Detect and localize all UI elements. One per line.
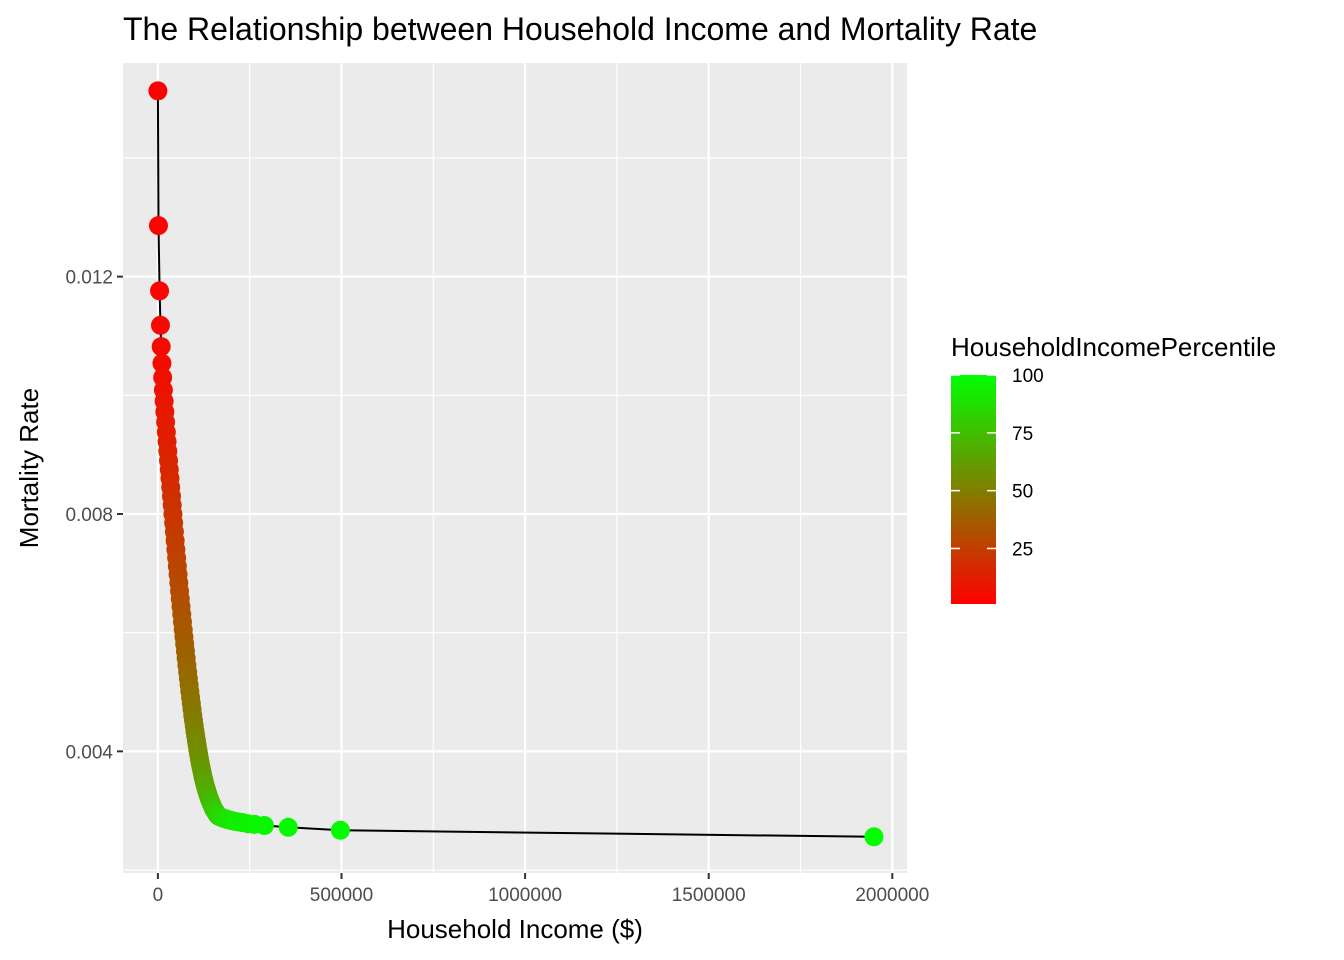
data-point [864, 827, 884, 847]
data-point [150, 315, 170, 335]
legend-tick-label: 100 [1012, 366, 1044, 387]
x-axis: 0 500000 1000000 1500000 2000000 [153, 873, 929, 906]
x-tick-label: 500000 [310, 885, 373, 906]
legend-tick-label: 25 [1012, 539, 1033, 560]
data-point [254, 816, 274, 836]
x-tick-label: 0 [153, 885, 164, 906]
legend-colorbar [951, 375, 996, 604]
legend-ticks: 25 50 75 100 [951, 366, 1044, 560]
x-tick-label: 2000000 [855, 885, 929, 906]
x-axis-title: Household Income ($) [387, 914, 643, 944]
legend: HouseholdIncomePercentile 25 50 75 100 [951, 332, 1276, 604]
chart-title: The Relationship between Household Incom… [123, 11, 1037, 47]
legend-tick-label: 50 [1012, 482, 1033, 503]
data-point [330, 820, 350, 840]
legend-tick-label: 75 [1012, 424, 1033, 445]
legend-title: HouseholdIncomePercentile [951, 332, 1276, 362]
y-axis: 0.004 0.008 0.012 [65, 268, 123, 763]
y-tick-label: 0.012 [65, 268, 113, 289]
grid-minor [123, 63, 907, 873]
plot-panel [123, 63, 907, 873]
data-point [278, 817, 298, 837]
data-point [150, 281, 170, 301]
data-point [151, 337, 171, 357]
y-axis-title: Mortality Rate [14, 388, 44, 548]
x-tick-label: 1500000 [672, 885, 746, 906]
x-tick-label: 1000000 [488, 885, 562, 906]
y-tick-label: 0.008 [65, 505, 113, 526]
y-tick-label: 0.004 [65, 742, 113, 763]
data-point [152, 353, 172, 373]
data-point [148, 216, 168, 236]
data-points [148, 81, 884, 847]
data-point [148, 81, 168, 101]
